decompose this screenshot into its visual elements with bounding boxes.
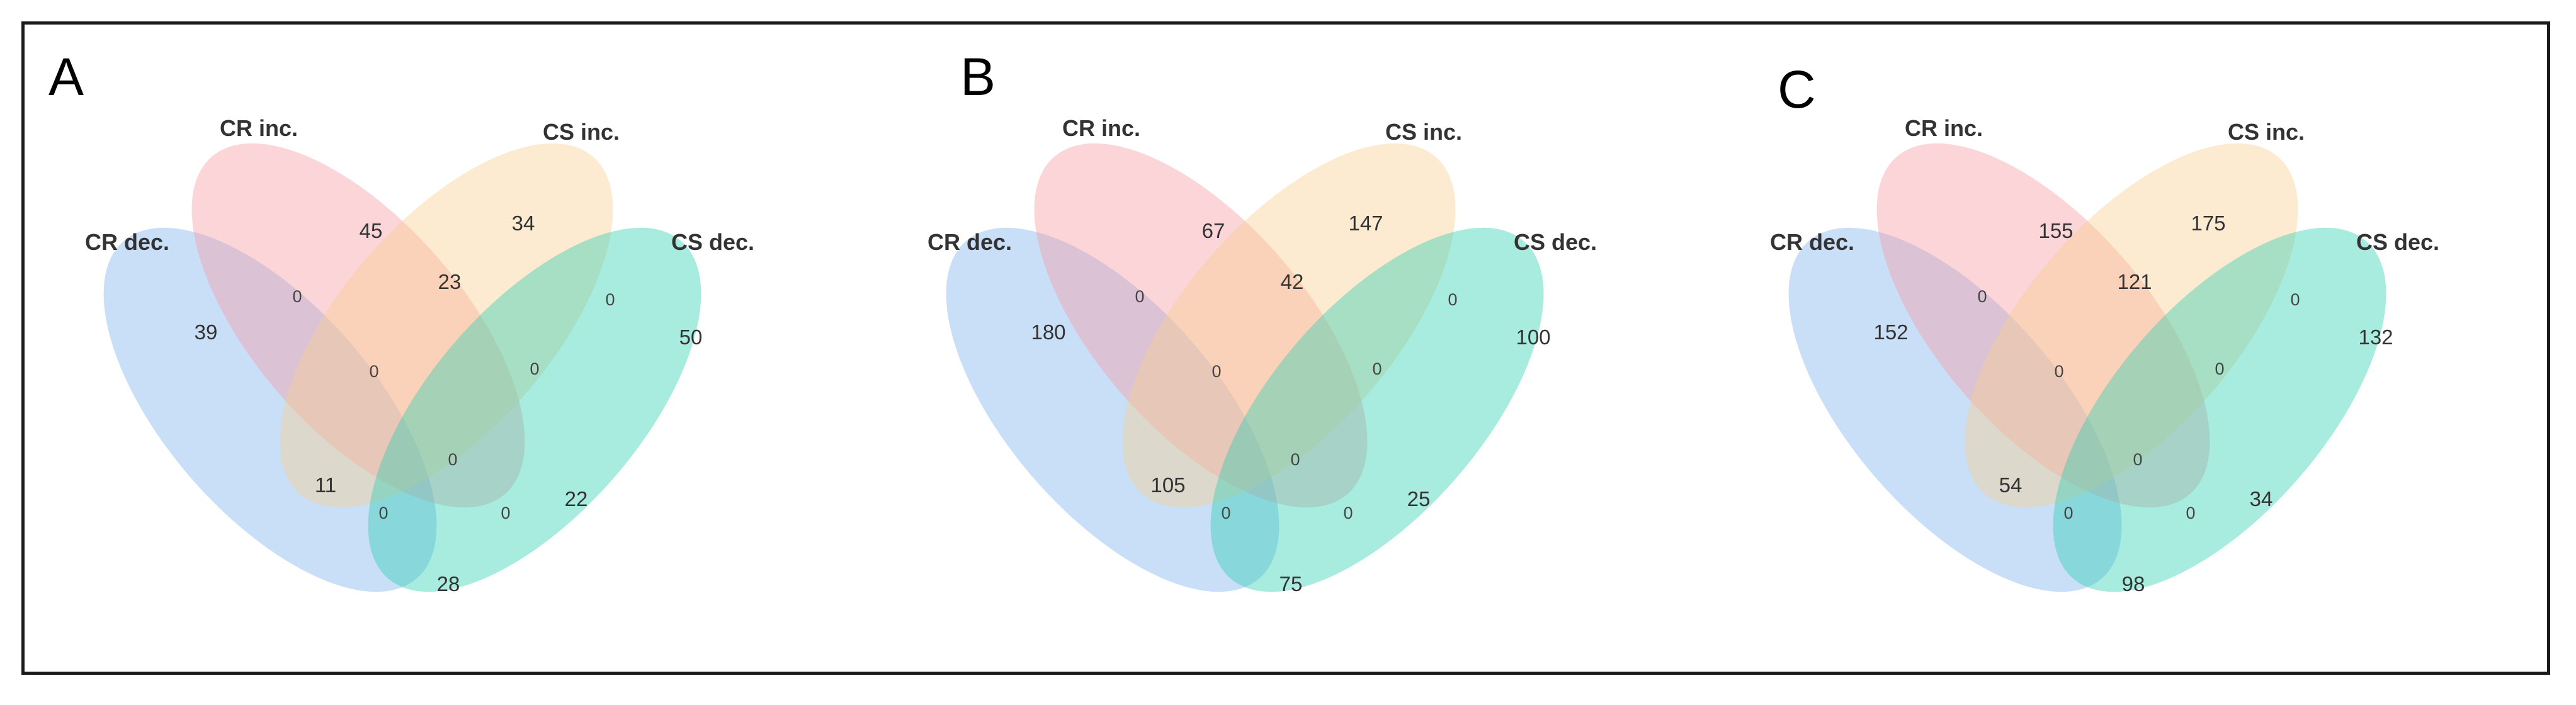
set-ellipse-cr-inc [1876,143,2210,508]
count-cs-dec-only: 132 [2358,325,2393,349]
count-crdec-csdec: 75 [1279,572,1303,595]
venn-panel-c: C CR dec. CR inc. CS inc. CS dec. 152 15… [1770,60,2439,595]
count-cr-dec-only: 39 [195,320,218,344]
count-crinc-csdec: 22 [565,487,588,510]
count-all-four: 0 [448,450,457,469]
venn-panel-b: B CR dec. CR inc. CS inc. CS dec. 180 67… [928,47,1597,595]
count-crdec-crinc: 0 [1135,287,1144,306]
count-crdec-csinc-csdec: 0 [378,504,388,522]
set-ellipse-cs-dec [1210,227,1544,592]
count-crdec-csdec: 98 [2122,572,2145,595]
set-ellipse-cs-inc [280,143,613,508]
set-ellipse-cr-dec [946,227,1279,592]
set-label-cr-inc: CR inc. [220,115,298,141]
count-cr-dec-only: 180 [1031,320,1065,344]
set-label-cs-inc: CS inc. [2228,119,2305,145]
count-crdec-csinc: 105 [1150,473,1185,497]
count-crinc-csinc-csdec: 0 [1372,359,1382,378]
count-crdec-crinc-csinc: 0 [1211,362,1221,381]
count-crdec-crinc-csdec: 0 [2186,504,2195,522]
set-label-cr-dec: CR dec. [85,229,169,255]
count-crinc-csinc: 23 [438,270,462,293]
set-label-cs-dec: CS dec. [671,229,754,255]
count-cs-dec-only: 50 [679,325,703,349]
count-crinc-csdec: 34 [2250,487,2273,510]
set-label-cr-dec: CR dec. [1770,229,1854,255]
count-crinc-csinc: 121 [2117,270,2152,293]
count-crdec-crinc: 0 [1977,287,1987,306]
set-label-cs-dec: CS dec. [2356,229,2439,255]
count-cr-dec-only: 152 [1873,320,1908,344]
count-cs-dec-only: 100 [1516,325,1550,349]
count-crdec-csdec: 28 [437,572,460,595]
count-cs-inc-only: 147 [1348,212,1383,235]
count-csinc-csdec: 0 [2290,290,2300,309]
set-ellipse-cr-dec [103,227,437,592]
count-cs-inc-only: 175 [2191,212,2225,235]
set-label-cr-dec: CR dec. [928,229,1012,255]
count-cs-inc-only: 34 [512,212,535,235]
count-cr-inc-only: 45 [360,219,383,242]
count-all-four: 0 [2133,450,2142,469]
count-crdec-crinc-csdec: 0 [1343,504,1353,522]
set-label-cs-inc: CS inc. [1385,119,1462,145]
count-all-four: 0 [1290,450,1300,469]
count-csinc-csdec: 0 [1448,290,1457,309]
panel-letter: A [48,47,84,106]
count-crdec-crinc-csdec: 0 [501,504,510,522]
set-label-cs-inc: CS inc. [543,119,620,145]
count-crdec-crinc-csinc: 0 [2054,362,2063,381]
count-crdec-crinc: 0 [292,287,302,306]
count-csinc-csdec: 0 [605,290,615,309]
set-ellipse-cs-dec [2053,227,2386,592]
set-ellipse-cs-dec [368,227,701,592]
set-label-cs-dec: CS dec. [1514,229,1597,255]
count-crdec-csinc: 11 [315,473,336,497]
count-cr-inc-only: 155 [2038,219,2073,242]
figure-frame: A CR dec. CR inc. CS inc. CS dec. 39 45 … [21,21,2550,675]
count-crdec-crinc-csinc: 0 [369,362,378,381]
count-cr-inc-only: 67 [1202,219,1225,242]
count-crinc-csinc: 42 [1281,270,1304,293]
set-ellipse-cs-inc [1122,143,1456,508]
count-crdec-csinc: 54 [1999,473,2023,497]
set-label-cr-inc: CR inc. [1062,115,1140,141]
count-crinc-csdec: 25 [1407,487,1431,510]
set-ellipse-cs-inc [1965,143,2298,508]
set-ellipse-cr-inc [191,143,525,508]
count-crinc-csinc-csdec: 0 [530,359,539,378]
set-ellipse-cr-dec [1788,227,2122,592]
venn-panel-a: A CR dec. CR inc. CS inc. CS dec. 39 45 … [48,47,754,595]
count-crdec-csinc-csdec: 0 [1221,504,1230,522]
count-crdec-csinc-csdec: 0 [2063,504,2073,522]
panel-letter: C [1778,60,1816,119]
count-crinc-csinc-csdec: 0 [2215,359,2224,378]
set-ellipse-cr-inc [1034,143,1368,508]
panel-letter: B [960,47,996,106]
set-label-cr-inc: CR inc. [1905,115,1983,141]
